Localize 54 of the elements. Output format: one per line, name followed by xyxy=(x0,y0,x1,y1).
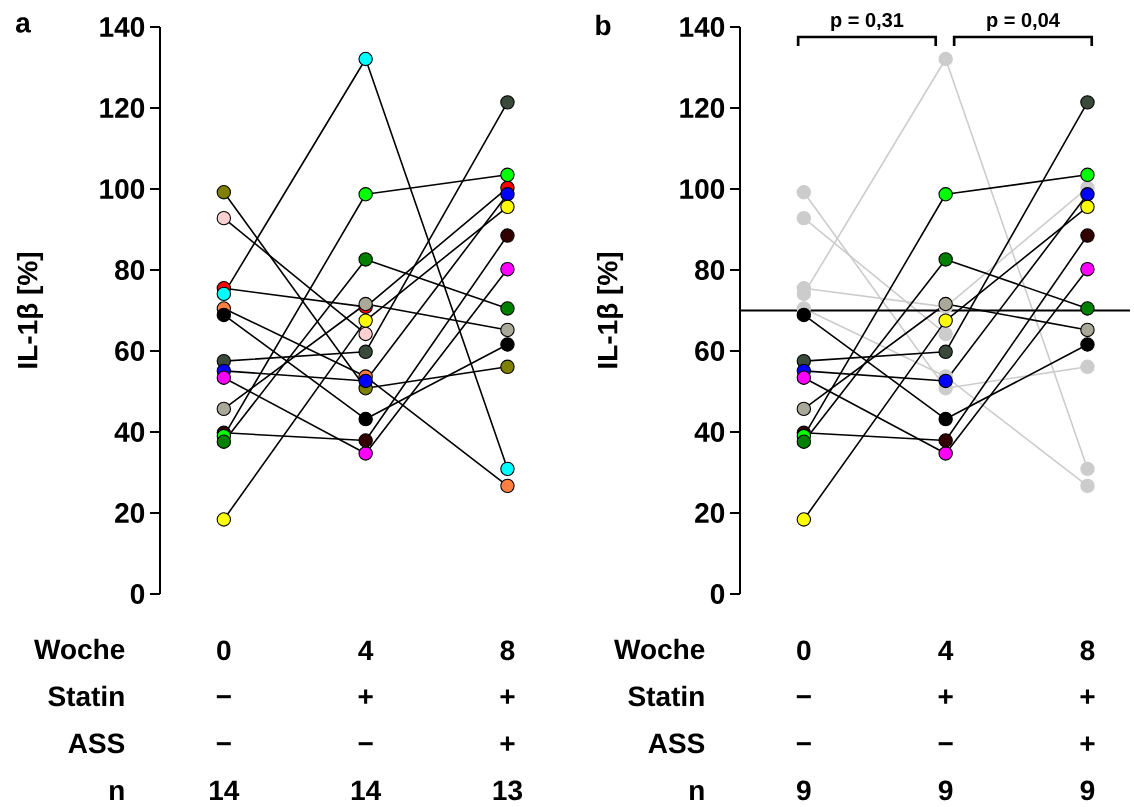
text: − xyxy=(796,742,811,746)
text: − xyxy=(216,695,231,699)
y-tick-label: 80 xyxy=(695,260,725,280)
y-tick-label: 60 xyxy=(695,341,725,361)
text: − xyxy=(216,742,231,746)
text: − xyxy=(796,695,811,699)
y-tick-label: 120 xyxy=(680,98,725,118)
y-tick-label: 0 xyxy=(130,584,145,604)
text: n xyxy=(690,784,704,800)
y-tick-label: 140 xyxy=(100,17,145,37)
y-tick-label: 20 xyxy=(695,503,725,523)
text: + xyxy=(500,689,515,704)
text: n xyxy=(110,784,124,800)
chart-title: a xyxy=(16,17,31,33)
y-tick-label: 0 xyxy=(710,584,725,604)
text: 13 xyxy=(493,780,523,801)
text: − xyxy=(938,742,953,746)
y-axis-title: IL-1β [%] xyxy=(596,253,624,368)
y-tick-label: 100 xyxy=(100,179,145,199)
text: 14 xyxy=(351,780,382,800)
y-tick-label: 40 xyxy=(694,422,725,442)
y-tick-label: 80 xyxy=(115,260,145,280)
y-tick-label: 100 xyxy=(680,179,725,199)
text: − xyxy=(358,742,373,746)
text: + xyxy=(358,689,373,704)
text: 9 xyxy=(938,780,953,801)
y-tick-label: 140 xyxy=(680,17,725,37)
annotation: p = 0,04 xyxy=(987,12,1060,32)
y-tick-label: 40 xyxy=(114,422,145,442)
chart-title: b xyxy=(596,14,611,36)
text: ASS xyxy=(68,733,125,754)
text: ASS xyxy=(648,733,705,754)
text: + xyxy=(1080,689,1095,704)
x-axis-title: Woche xyxy=(614,638,705,660)
text: Statin xyxy=(628,685,704,707)
text: Statin xyxy=(48,685,124,707)
x-tick-label: 8 xyxy=(500,640,515,661)
text: + xyxy=(938,689,953,704)
text: + xyxy=(500,736,515,751)
x-tick-label: 0 xyxy=(797,640,811,661)
x-tick-label: 4 xyxy=(938,640,954,660)
x-tick-label: 0 xyxy=(217,640,231,661)
y-axis-title: IL-1β [%] xyxy=(16,253,44,368)
y-tick-label: 60 xyxy=(115,341,145,361)
x-axis-title: Woche xyxy=(34,638,125,660)
text: 9 xyxy=(1080,780,1095,801)
text: + xyxy=(1080,736,1095,751)
x-tick-label: 8 xyxy=(1080,640,1095,661)
y-tick-label: 120 xyxy=(100,98,145,118)
text: 14 xyxy=(210,780,240,800)
y-tick-label: 20 xyxy=(115,503,145,523)
x-tick-label: 4 xyxy=(358,640,374,660)
annotation: p = 0,31 xyxy=(831,12,904,32)
text: 9 xyxy=(797,780,811,801)
